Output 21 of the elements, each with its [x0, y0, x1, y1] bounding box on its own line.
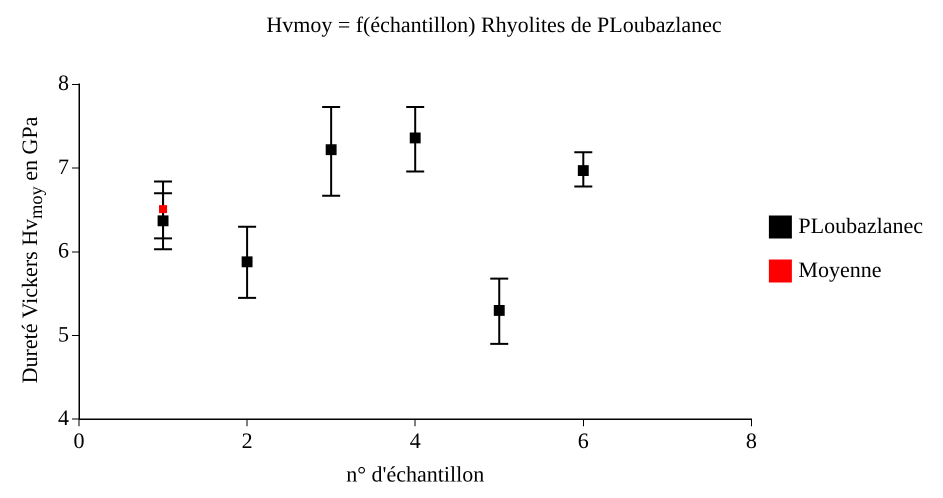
point [159, 205, 168, 214]
chart-title: Hvmoy = f(échantillon) Rhyolites de PLoubazlanec [266, 12, 722, 37]
y-tick-label: 7 [58, 154, 69, 179]
x-tick-label: 4 [410, 428, 421, 454]
x-tick-label: 0 [74, 428, 84, 454]
point [326, 144, 337, 156]
point [158, 215, 168, 226]
y-tick-label: 6 [58, 238, 69, 263]
x-tick-label: 6 [578, 428, 589, 454]
x-tick-label: 8 [746, 428, 757, 454]
legend-label: PLoubazlanec [798, 212, 924, 238]
y-tick-label: 8 [58, 70, 69, 96]
point [578, 165, 589, 176]
point [494, 304, 505, 316]
legend-label: Moyenne [798, 256, 882, 282]
y-tick-label: 5 [58, 321, 69, 346]
point [242, 256, 253, 268]
point [410, 132, 421, 144]
x-axis-title: n° d'échantillon [346, 462, 484, 487]
x-tick-label: 2 [242, 428, 253, 454]
y-tick-label: 4 [58, 404, 69, 430]
